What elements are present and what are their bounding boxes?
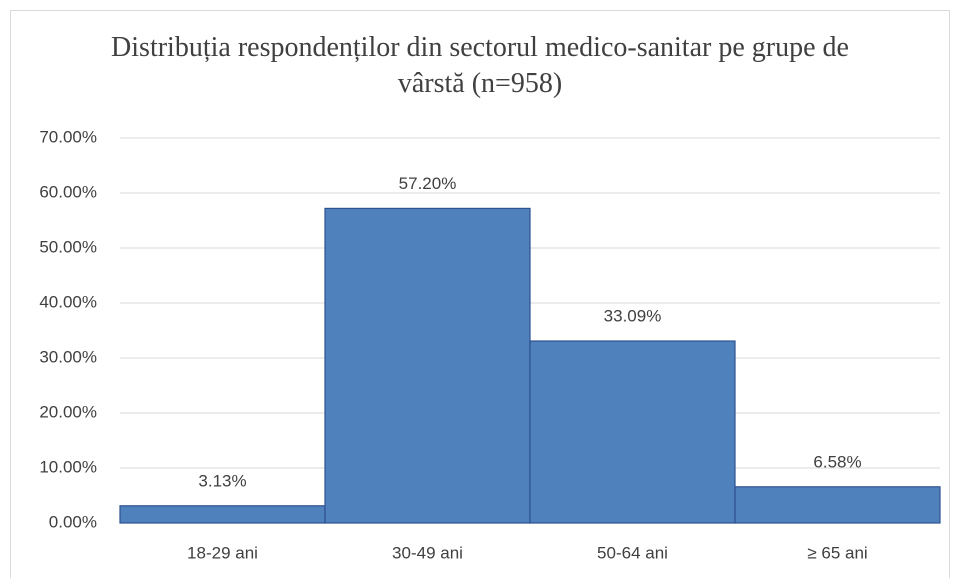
data-label: 33.09% [604,306,662,325]
x-tick-label: 50-64 ani [597,543,668,562]
y-tick-label: 50.00% [39,237,97,256]
bar [734,486,941,524]
x-tick-label: 30-49 ani [392,543,463,562]
y-tick-label: 0.00% [49,512,97,531]
chart-title: Distribuția respondenților din sectorul … [111,32,849,99]
data-label: 57.20% [399,174,457,193]
y-tick-label: 10.00% [39,457,97,476]
data-label: 6.58% [813,452,861,471]
data-label: 3.13% [198,471,246,490]
y-tick-label: 30.00% [39,347,97,366]
x-tick-label: ≥ 65 ani [807,543,867,562]
bar [119,505,326,524]
bar [324,207,531,524]
chart-frame [10,10,950,578]
y-tick-label: 20.00% [39,402,97,421]
y-tick-label: 40.00% [39,292,97,311]
y-tick-label: 60.00% [39,182,97,201]
bar [529,340,736,524]
x-tick-label: 18-29 ani [187,543,258,562]
y-tick-label: 70.00% [39,127,97,146]
